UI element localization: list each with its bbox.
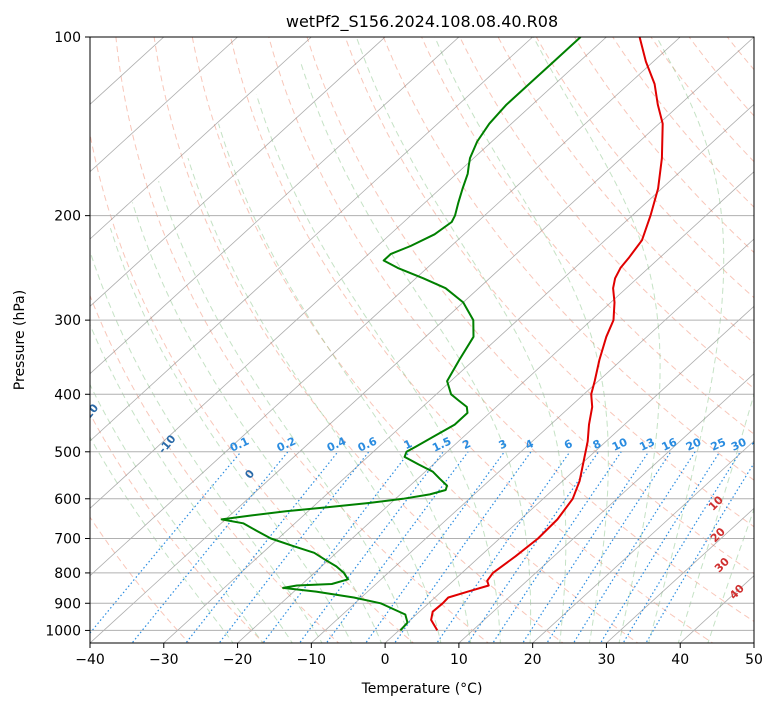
dry-adiabat bbox=[344, 37, 754, 528]
isotherm bbox=[237, 171, 754, 643]
x-tick-label: −40 bbox=[75, 652, 105, 668]
mixing-ratio-label: 30 bbox=[729, 435, 749, 453]
y-axis-label: Pressure (hPa) bbox=[12, 290, 28, 390]
dewpoint-line bbox=[220, 37, 582, 632]
dry-adiabat bbox=[115, 37, 490, 643]
mixing-ratio-line bbox=[393, 451, 532, 643]
x-tick-label: −20 bbox=[223, 652, 253, 668]
mixing-ratio-line bbox=[262, 451, 410, 643]
isotherm bbox=[90, 37, 681, 577]
mixing-ratio-line bbox=[622, 451, 741, 643]
dry-adiabat bbox=[755, 24, 775, 646]
isotherm bbox=[90, 37, 386, 307]
mixing-ratio-line bbox=[522, 451, 650, 643]
isotherm bbox=[90, 37, 533, 442]
isotherm bbox=[458, 373, 754, 643]
axes: −40 −30 −20 −10 0 10 20 30 40 50 100 200 300 400 500 60… bbox=[45, 30, 763, 668]
x-tick-label: 50 bbox=[745, 652, 763, 668]
isotherm bbox=[606, 507, 754, 643]
isotherm bbox=[90, 37, 312, 240]
isotherm bbox=[90, 37, 460, 375]
profile-lines bbox=[220, 37, 664, 632]
mixing-ratio-line bbox=[185, 451, 339, 643]
mixing-ratio-label: 13 bbox=[637, 435, 656, 453]
plot-frame bbox=[89, 36, 755, 644]
y-tick-label: 200 bbox=[54, 209, 81, 225]
y-tick-label: 400 bbox=[54, 387, 81, 403]
x-tick-label: 0 bbox=[381, 652, 390, 668]
mixing-ratio-label: 16 bbox=[660, 435, 680, 453]
isotherm bbox=[532, 440, 754, 643]
mixing-ratio-line bbox=[572, 451, 696, 643]
moist-adiabat bbox=[187, 157, 442, 643]
y-tick-label: 700 bbox=[54, 532, 81, 548]
y-tick-label: 800 bbox=[54, 566, 81, 582]
mixing-ratio-line bbox=[436, 451, 571, 643]
moist-adiabat bbox=[90, 383, 264, 643]
x-tick-label: −30 bbox=[149, 652, 179, 668]
moist-adiabat bbox=[90, 323, 293, 643]
x-tick-label: 30 bbox=[598, 652, 616, 668]
background-lines bbox=[90, 24, 775, 646]
y-tick-label: 100 bbox=[54, 30, 81, 46]
y-tick-label: 1000 bbox=[45, 623, 81, 639]
x-tick-label: −10 bbox=[297, 652, 327, 668]
isotherm bbox=[90, 37, 607, 509]
isotherm bbox=[753, 642, 754, 643]
mixing-ratio-label: 20 bbox=[684, 435, 704, 453]
isotherm bbox=[311, 238, 754, 643]
mixing-ratio-line bbox=[467, 451, 599, 643]
mixing-ratio-line bbox=[599, 451, 721, 643]
mixing-ratio-line bbox=[298, 451, 444, 643]
moist-adiabat bbox=[109, 228, 353, 643]
dry-adiabat bbox=[535, 37, 754, 299]
moist-adiabat bbox=[90, 249, 323, 643]
isotherm bbox=[90, 37, 238, 173]
isotherm bbox=[384, 305, 754, 643]
x-tick-label: 10 bbox=[450, 652, 468, 668]
y-tick-label: 300 bbox=[54, 313, 81, 329]
mixing-ratio-line bbox=[492, 451, 622, 643]
y-tick-label: 900 bbox=[54, 596, 81, 612]
mixing-ratio-line bbox=[131, 451, 289, 643]
dry-adiabat bbox=[497, 37, 754, 344]
dry-adiabat bbox=[90, 412, 265, 643]
moist-adiabat bbox=[131, 202, 382, 643]
y-tick-label: 500 bbox=[54, 445, 81, 461]
temperature-line bbox=[430, 37, 664, 631]
mixing-ratio-label: 36 bbox=[750, 435, 770, 453]
moist-adiabat bbox=[90, 436, 234, 643]
moist-adiabat bbox=[158, 181, 412, 643]
mixing-ratio-line bbox=[364, 451, 505, 643]
mixing-ratio-label: 10 bbox=[610, 435, 630, 453]
isotherm bbox=[90, 37, 754, 643]
y-tick-label: 600 bbox=[54, 492, 81, 508]
dry-adiabat-label: -20 bbox=[79, 401, 102, 425]
x-axis-label: Temperature (°C) bbox=[361, 681, 483, 697]
dry-adiabat bbox=[306, 37, 754, 575]
x-tick-label: 20 bbox=[524, 652, 542, 668]
mixing-ratio-label: 25 bbox=[709, 435, 728, 453]
chart-title: wetPf2_S156.2024.108.08.40.R08 bbox=[286, 12, 558, 32]
isotherm bbox=[163, 103, 754, 643]
mixing-ratio-line bbox=[325, 451, 469, 643]
x-tick-label: 40 bbox=[671, 652, 689, 668]
